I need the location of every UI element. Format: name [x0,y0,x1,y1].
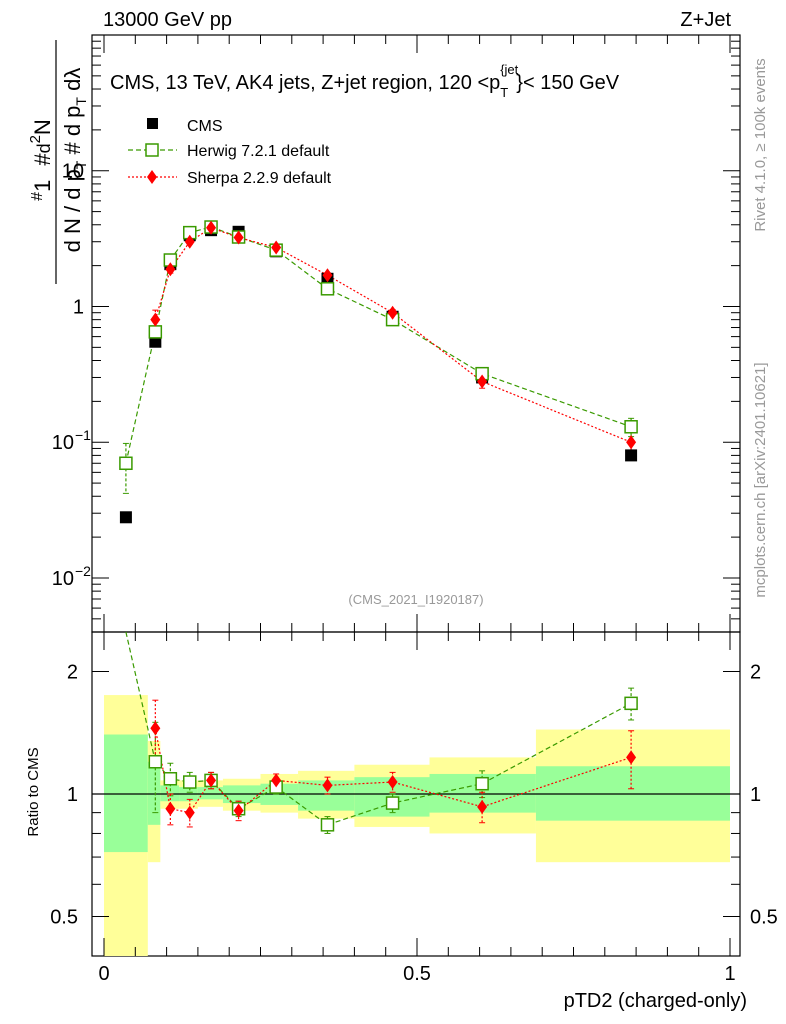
ratio-x-tick-label: 0 [98,963,109,985]
sherpa-point [271,240,282,255]
main-y-tick-label: 10 [52,568,74,590]
sherpa-ratio-point [206,773,217,788]
herwig-point [119,456,133,471]
sherpa-point [322,268,333,283]
ratio-y-tick-label-right: 1 [750,784,761,806]
legend-sherpa-label: Sherpa 2.2.9 default [187,170,332,187]
legend: CMS Herwig 7.2.1 default Sherpa 2.2.9 de… [128,118,332,187]
sherpa-point [206,220,217,235]
sherpa-point [626,435,637,450]
legend-sherpa-marker [147,170,157,184]
main-ylabel-text: #1#d2N [27,119,55,201]
sherpa-point [165,262,176,277]
sherpa-point [233,230,244,245]
legend-herwig-label: Herwig 7.2.1 default [187,143,330,160]
ratio-y-tick-label-right: 0.5 [750,907,778,929]
herwig-ratio-point [475,776,489,791]
main-y-tick-label: 1 [73,296,84,318]
plot-title: CMS, 13 TeV, AK4 jets, Z+jet region, 120… [110,62,620,100]
energy-label: 13000 GeV pp [103,9,232,31]
herwig-ratio-point [163,772,178,786]
sherpa-ratio-point [477,799,488,814]
ratio-x-tick-label: 0.5 [403,963,431,985]
sherpa-ratio-line [154,728,632,814]
herwig-ratio-point [624,696,638,711]
ratio-y-tick-label-right: 2 [750,661,761,683]
herwig-point [624,420,638,434]
mcplots-label: mcplots.cern.ch [arXiv:2401.10621] [752,362,769,597]
ratio-y-tick-label-left: 1 [67,784,78,806]
herwig-ratio-point [183,775,197,789]
herwig-ratio-point [320,818,335,832]
process-label: Z+Jet [680,9,731,31]
main-y-tick-label: 10 [62,161,84,183]
legend-herwig-marker [145,143,159,157]
ratio-series-marks [125,631,638,834]
cms-point [149,335,162,348]
ratio-y-tick-label-left: 2 [67,661,78,683]
sherpa-ratio-point [150,721,161,736]
sherpa-ratio-point [626,750,637,765]
sherpa-ratio-point [233,803,244,818]
herwig-point [148,325,163,339]
ratio-uncertainty-bands [104,695,730,956]
sherpa-point [150,312,161,327]
sherpa-ratio-point [184,805,195,820]
herwig-point [320,282,335,296]
cms-point [119,511,132,524]
ratio-band-inner [160,785,180,802]
analysis-id: (CMS_2021_I1920187) [348,592,483,607]
sherpa-point [184,234,195,249]
sherpa-ratio-point [387,775,398,790]
legend-cms-marker [147,118,158,129]
main-ylabel: #1#d2N d N / d pT # d pT dλ [27,40,89,284]
ratio-ylabel: Ratio to CMS [25,747,42,836]
sherpa-point [477,374,488,389]
herwig-line [125,226,632,464]
herwig-ratio-point [385,796,400,810]
ratio-x-tick-label: 1 [724,963,735,985]
sherpa-ratio-point [271,773,282,788]
ratio-band-inner [147,761,161,825]
sherpa-point [387,305,398,320]
main-y-tick-label: 10 [52,432,74,454]
sherpa-ratio-point [322,778,333,793]
sherpa-line [154,227,632,443]
legend-cms-label: CMS [187,118,223,135]
ratio-band-inner [104,734,148,853]
rivet-label: Rivet 4.1.0, ≥ 100k events [752,58,769,231]
main-y-tick-exponent: −1 [75,427,91,443]
cms-point [625,449,638,462]
sherpa-ratio-point [165,801,176,816]
main-series-marks [119,220,638,524]
main-ylabel-denominator: d N / d pT # d pT dλ [60,68,89,253]
x-axis-label: pTD2 (charged-only) [564,990,747,1012]
ratio-y-tick-label-left: 0.5 [50,907,78,929]
ratio-axis-ticks: 0 0.5 1 0.5 0.5 1 1 2 2 [50,632,778,985]
main-y-tick-exponent: −2 [75,563,91,579]
herwig-ratio-point [148,755,163,769]
